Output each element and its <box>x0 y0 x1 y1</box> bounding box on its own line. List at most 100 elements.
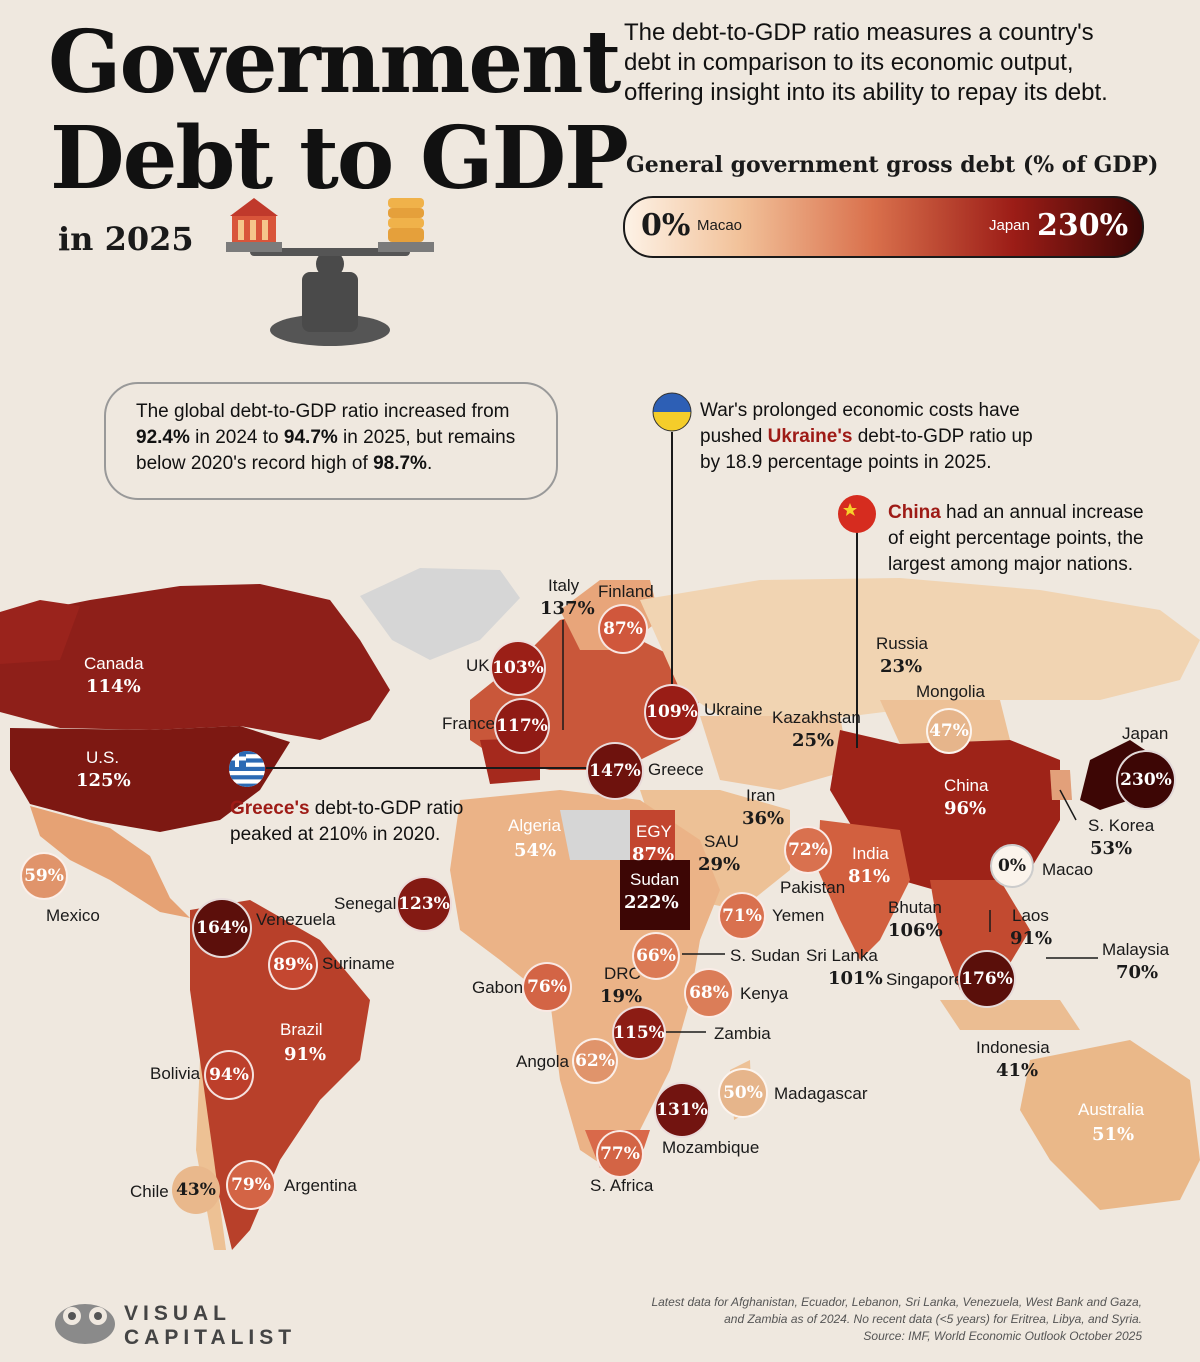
country-value-australia: 51% <box>1092 1124 1135 1145</box>
legend-title: General government gross debt (% of GDP) <box>626 152 1159 178</box>
country-name-italy: Italy <box>548 576 580 595</box>
legend-max-value: 230% <box>1037 208 1129 243</box>
bubble-pakistan: 72% <box>784 826 832 874</box>
ukraine-callout-line1: War's prolonged economic costs have <box>700 400 1020 421</box>
country-value-brazil: 91% <box>284 1044 327 1065</box>
intro-line2: debt in comparison to its economic outpu… <box>624 49 1074 76</box>
bubble-ukraine: 109% <box>644 684 700 740</box>
country-value-china: 96% <box>944 798 987 819</box>
country-name-india: India <box>852 844 889 863</box>
country-name-indonesia: Indonesia <box>976 1038 1050 1057</box>
china-flag-icon <box>838 495 876 533</box>
country-name-suriname: Suriname <box>322 954 395 973</box>
country-name-kazakhstan: Kazakhstan <box>772 708 861 727</box>
country-value-malaysia: 70% <box>1116 962 1159 983</box>
bubble-macao: 0% <box>990 844 1034 888</box>
map-chile-strip <box>196 1060 226 1250</box>
country-name-chile: Chile <box>130 1182 169 1201</box>
country-name-us: U.S. <box>86 748 120 767</box>
country-name-ssudan: S. Sudan <box>730 946 800 965</box>
brand-line2: CAPITALIST <box>124 1326 297 1349</box>
country-value-bhutan: 106% <box>888 920 943 941</box>
map-central-asia <box>700 716 850 790</box>
intro-text: The debt-to-GDP ratio measures a country… <box>624 18 1184 108</box>
country-value-sau: 29% <box>698 854 741 875</box>
brand-logo: VISUAL CAPITALIST <box>124 1302 296 1350</box>
country-name-mexico: Mexico <box>46 906 100 925</box>
country-name-senegal: Senegal <box>334 894 397 913</box>
country-name-zambia: Zambia <box>714 1024 771 1043</box>
global-debt-callout: The global debt-to-GDP ratio increased f… <box>104 382 558 500</box>
global-callout-value-2024: 92.4% <box>136 427 190 448</box>
country-value-italy: 137% <box>540 598 595 619</box>
country-name-kenya: Kenya <box>740 984 789 1003</box>
map-australia <box>1020 1040 1200 1210</box>
global-callout-text1: The global debt-to-GDP ratio increased f… <box>136 401 510 422</box>
country-value-skorea: 53% <box>1090 838 1133 859</box>
brand-line1: VISUAL <box>124 1302 232 1325</box>
bubble-mozambique: 131% <box>654 1082 710 1138</box>
greece-callout: Greece's debt-to-GDP ratio peaked at 210… <box>230 796 463 848</box>
bubble-finland: 87% <box>598 604 648 654</box>
bubble-yemen: 71% <box>718 892 766 940</box>
ukraine-callout-line3: by 18.9 percentage points in 2025. <box>700 452 992 473</box>
country-name-brazil: Brazil <box>280 1020 323 1039</box>
country-value-kazakhstan: 25% <box>792 730 835 751</box>
bubble-ssudan: 66% <box>632 932 680 980</box>
bubble-bolivia: 94% <box>204 1050 254 1100</box>
country-name-venezuela: Venezuela <box>256 910 336 929</box>
country-name-mongolia: Mongolia <box>916 682 985 701</box>
bubble-greece: 147% <box>586 742 644 800</box>
page-title-line2: Debt to GDP <box>50 108 629 209</box>
bubble-senegal: 123% <box>396 876 452 932</box>
country-value-sudan: 222% <box>624 892 679 913</box>
country-value-algeria: 54% <box>514 840 557 861</box>
ukraine-callout-line2a: pushed <box>700 426 768 447</box>
map-middle-east <box>640 790 790 910</box>
greece-callout-line1: debt-to-GDP ratio <box>309 798 464 819</box>
country-value-srilanka: 101% <box>828 968 883 989</box>
map-egypt <box>630 810 675 860</box>
legend-min-country: Macao <box>697 217 743 234</box>
global-callout-value-2020: 98.7% <box>373 453 427 474</box>
map-usa <box>10 726 290 832</box>
country-value-russia: 23% <box>880 656 923 677</box>
global-callout-text2: in 2024 to <box>189 427 284 448</box>
country-name-sudan: Sudan <box>630 870 680 889</box>
global-callout-text3: in 2025, but remains <box>337 427 516 448</box>
country-value-indonesia: 41% <box>996 1060 1039 1081</box>
country-name-france: France <box>442 714 495 733</box>
ukraine-flag-icon <box>652 392 692 432</box>
country-value-laos: 91% <box>1010 928 1053 949</box>
legend-max-country: Japan <box>989 217 1030 234</box>
country-name-sau: SAU <box>704 832 739 851</box>
country-name-china: China <box>944 776 989 795</box>
country-name-japan: Japan <box>1122 724 1169 743</box>
country-name-bhutan: Bhutan <box>888 898 942 917</box>
bubble-chile: 43% <box>172 1166 220 1214</box>
map-sudan <box>620 860 690 930</box>
country-name-russia: Russia <box>876 634 928 653</box>
country-name-algeria: Algeria <box>508 816 561 835</box>
country-name-argentina: Argentina <box>284 1176 357 1195</box>
skorea-connector <box>1059 789 1077 821</box>
map-mexico <box>30 806 190 918</box>
bubble-zambia: 115% <box>612 1006 666 1060</box>
country-name-singapore: Singapore <box>886 970 964 989</box>
greece-callout-highlight: Greece's <box>230 798 310 819</box>
footnote-source: Source: IMF, World Economic Outlook Octo… <box>863 1329 1142 1343</box>
global-callout-text5: . <box>426 453 433 474</box>
country-name-iran: Iran <box>746 786 776 805</box>
country-name-madagascar: Madagascar <box>774 1084 868 1103</box>
country-value-us: 125% <box>76 770 131 791</box>
intro-line3: offering insight into its ability to rep… <box>624 79 1108 106</box>
country-value-india: 81% <box>848 866 891 887</box>
visual-capitalist-logo-icon <box>55 1304 115 1344</box>
china-callout-line2: of eight percentage points, the <box>888 528 1144 549</box>
country-name-ukraine: Ukraine <box>704 700 763 719</box>
map-greenland <box>360 568 520 660</box>
ukraine-callout: War's prolonged economic costs have push… <box>700 398 1033 476</box>
footnote-line1: Latest data for Afghanistan, Ecuador, Le… <box>651 1295 1142 1309</box>
footnote: Latest data for Afghanistan, Ecuador, Le… <box>582 1294 1142 1345</box>
